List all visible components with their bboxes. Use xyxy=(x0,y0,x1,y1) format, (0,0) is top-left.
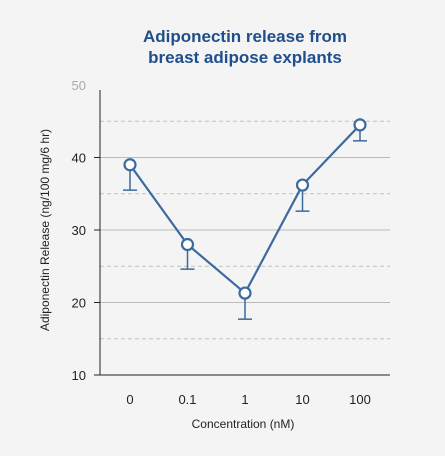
y-tick-label: 20 xyxy=(72,296,86,311)
x-tick-label: 1 xyxy=(241,392,248,407)
y-tick-label: 30 xyxy=(72,223,86,238)
chart-title-line-2: breast adipose explants xyxy=(148,48,342,67)
y-tick-label: 10 xyxy=(72,368,86,383)
y-axis-label: Adiponectin Release (ng/100 mg/6 hr) xyxy=(38,129,52,331)
data-point xyxy=(180,237,195,252)
data-point xyxy=(353,118,367,132)
x-tick-label: 0.1 xyxy=(178,392,196,407)
series-line xyxy=(129,124,361,295)
x-axis-label: Concentration (nM) xyxy=(192,417,295,431)
x-tick-label: 0 xyxy=(126,392,133,407)
y-tick-label: 40 xyxy=(72,151,86,166)
x-tick-label: 10 xyxy=(295,392,309,407)
data-point xyxy=(238,286,252,300)
x-tick-label: 100 xyxy=(349,392,371,407)
chart-title-line-1: Adiponectin release from xyxy=(143,27,347,46)
data-point xyxy=(123,158,137,172)
data-point xyxy=(295,178,310,192)
y-tick-label: 50 xyxy=(72,78,86,93)
